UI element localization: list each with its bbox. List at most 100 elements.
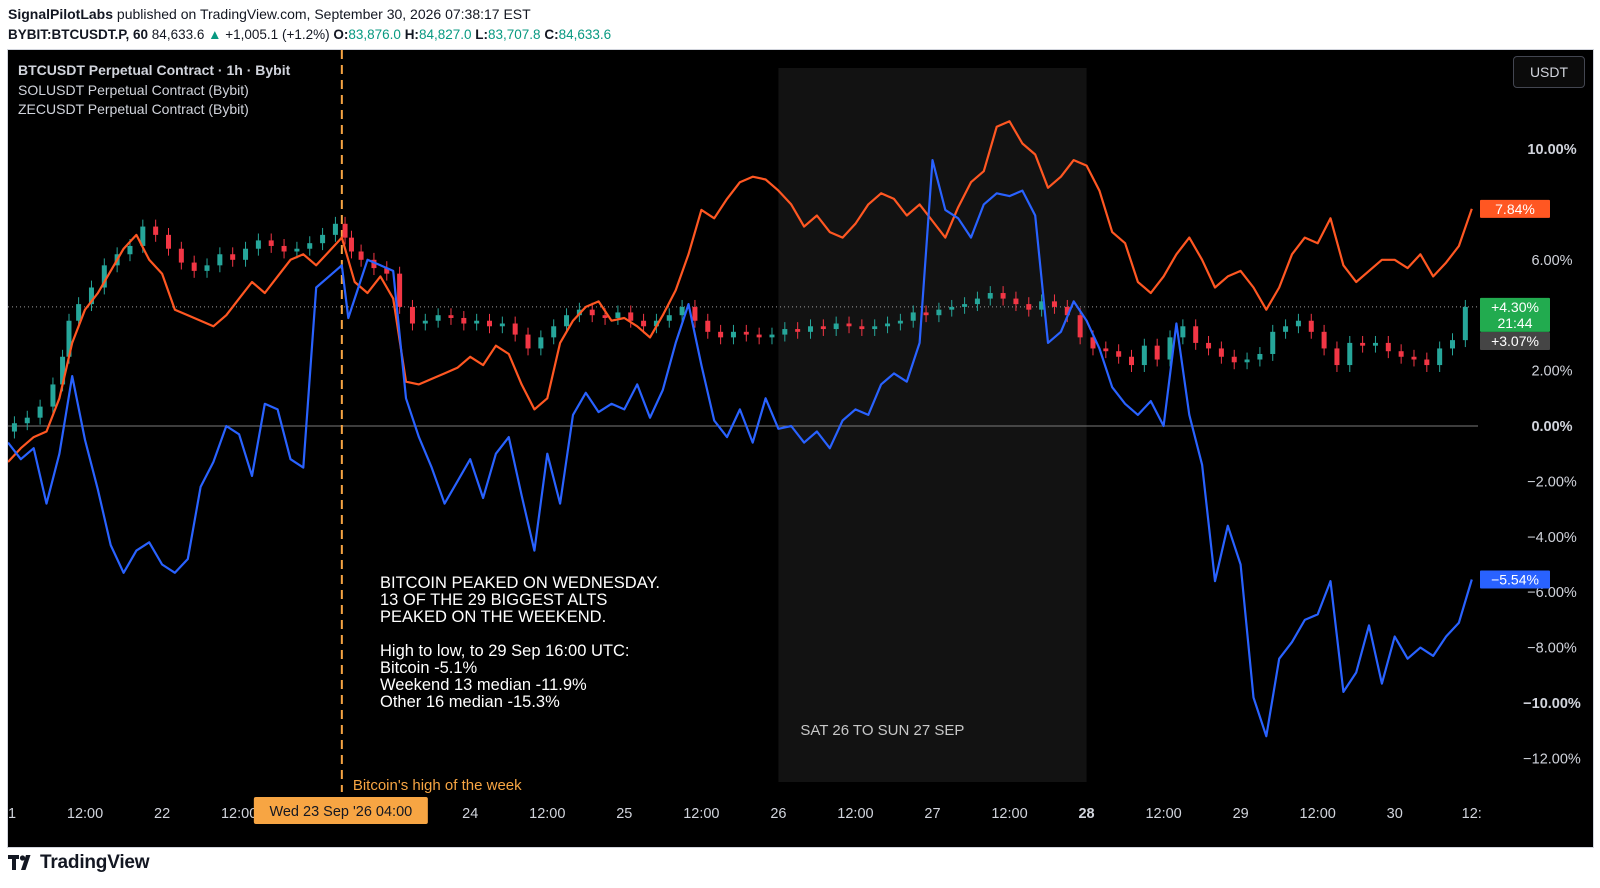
y-tick-label: −10.00%	[1523, 696, 1581, 712]
weekend-label: SAT 26 TO SUN 27 SEP	[800, 722, 964, 739]
x-tick-label: 12:00	[837, 806, 873, 822]
candle-body	[910, 312, 916, 321]
y-tick-label: 6.00%	[1531, 253, 1572, 269]
week-high-marker-label: Bitcoin's high of the week	[353, 777, 522, 794]
candle-body	[66, 320, 72, 357]
symbol-name[interactable]: BYBIT:BTCUSDT.P, 60	[8, 27, 149, 42]
footer: TradingView	[8, 852, 150, 882]
badge-box	[1480, 297, 1550, 332]
x-tick-label: 28	[1078, 806, 1094, 822]
candle-body	[641, 320, 647, 327]
open-value: 83,876.0	[348, 27, 401, 42]
series-line-solusdt	[8, 120, 1473, 463]
candle-body	[1000, 293, 1006, 299]
candle-body	[795, 329, 801, 332]
x-tick-label: 12:	[1462, 806, 1482, 822]
candle-body	[897, 320, 903, 324]
x-tick-label: 29	[1233, 806, 1249, 822]
publish-info: published on TradingView.com, September …	[116, 6, 531, 22]
series-legend: BTCUSDT Perpetual Contract · 1h · Bybit …	[18, 61, 290, 120]
badge-zecusdt: −5.54%	[1480, 570, 1550, 589]
candle-body	[268, 240, 274, 246]
y-tick-label: −6.00%	[1527, 585, 1577, 601]
candle-body	[422, 320, 428, 324]
candle-body	[525, 334, 531, 349]
x-tick-label: 12:00	[221, 806, 257, 822]
btc-candles	[11, 216, 1468, 439]
candle-body	[743, 331, 749, 335]
candle-body	[1411, 356, 1417, 360]
candle-body	[1064, 306, 1070, 316]
tradingview-logo-icon	[8, 855, 31, 870]
candle-body	[204, 265, 210, 271]
candle-body	[1295, 320, 1301, 327]
candle-body	[371, 259, 377, 269]
y-tick-label: −8.00%	[1527, 641, 1577, 657]
x-tick-label: 24	[462, 806, 478, 822]
candle-body	[538, 337, 544, 349]
legend-compare-zec[interactable]: ZECUSDT Perpetual Contract (Bybit)	[18, 101, 249, 117]
candle-body	[782, 329, 788, 335]
badge-box	[1480, 199, 1550, 218]
chart-area[interactable]: SAT 26 TO SUN 27 SEP Bitcoin's high of th…	[7, 49, 1594, 848]
annotation-line: Bitcoin -5.1%	[380, 659, 478, 677]
y-tick-label: −2.00%	[1527, 474, 1577, 490]
candle-body	[1090, 337, 1096, 349]
chart-canvas[interactable]: SAT 26 TO SUN 27 SEP Bitcoin's high of th…	[8, 50, 1593, 847]
candle-body	[653, 320, 659, 327]
candle-body	[1270, 331, 1276, 354]
last-price: 84,633.6	[151, 27, 205, 42]
candle-body	[923, 312, 929, 316]
candle-body	[37, 406, 43, 418]
candle-body	[88, 287, 94, 305]
badge-label: +4.30%	[1491, 299, 1539, 315]
candle-body	[1334, 348, 1340, 366]
candle-body	[1206, 342, 1212, 349]
candle-body	[756, 334, 762, 338]
candle-body	[1257, 353, 1263, 360]
badge-box	[1480, 570, 1550, 589]
candle-body	[1398, 351, 1404, 357]
candle-body	[461, 317, 467, 324]
annotation-line: High to low, to 29 Sep 16:00 UTC:	[380, 642, 629, 660]
candle-body	[692, 306, 698, 321]
candle-body	[255, 240, 261, 249]
x-tick-label: 21	[8, 806, 16, 822]
candle-body	[846, 323, 852, 327]
candle-body	[281, 245, 287, 252]
candle-body	[564, 315, 570, 327]
annotation-line: BITCOIN PEAKED ON WEDNESDAY.	[380, 574, 660, 592]
close-value: 84,633.6	[558, 27, 612, 42]
author-name[interactable]: SignalPilotLabs	[8, 6, 114, 22]
y-tick-label: 10.00%	[1527, 142, 1576, 158]
open-label: O:	[333, 27, 349, 42]
candle-body	[962, 304, 968, 307]
candle-body	[1141, 345, 1147, 366]
candle-body	[718, 331, 724, 338]
candle-body	[1372, 342, 1378, 346]
legend-main-series[interactable]: BTCUSDT Perpetual Contract · 1h · Bybit	[18, 62, 291, 78]
price-change: +1,005.1 (+1.2%)	[225, 27, 330, 42]
candle-body	[230, 254, 236, 260]
tradingview-logo[interactable]: TradingView	[8, 852, 150, 874]
annotation-text: BITCOIN PEAKED ON WEDNESDAY.13 OF THE 29…	[380, 574, 660, 711]
legend-compare-sol[interactable]: SOLUSDT Perpetual Contract (Bybit)	[18, 81, 249, 98]
candle-body	[1231, 356, 1237, 363]
candle-body	[1218, 348, 1224, 357]
x-tick-label: 22	[154, 806, 170, 822]
candle-body	[551, 326, 557, 338]
candle-body	[243, 248, 249, 260]
candle-body	[628, 312, 634, 321]
high-label: H:	[404, 27, 419, 42]
candle-body	[936, 309, 942, 316]
x-tick-label: 12:00	[1145, 806, 1181, 822]
candle-body	[50, 384, 56, 407]
x-tick-label: 12:00	[1300, 806, 1336, 822]
currency-button[interactable]: USDT	[1513, 56, 1585, 88]
candle-body	[1385, 342, 1391, 352]
candle-body	[1129, 356, 1134, 366]
annotation-line: Other 16 median -15.3%	[380, 693, 560, 711]
candle-body	[348, 237, 354, 252]
candle-body	[1026, 304, 1032, 310]
candle-body	[76, 304, 82, 321]
